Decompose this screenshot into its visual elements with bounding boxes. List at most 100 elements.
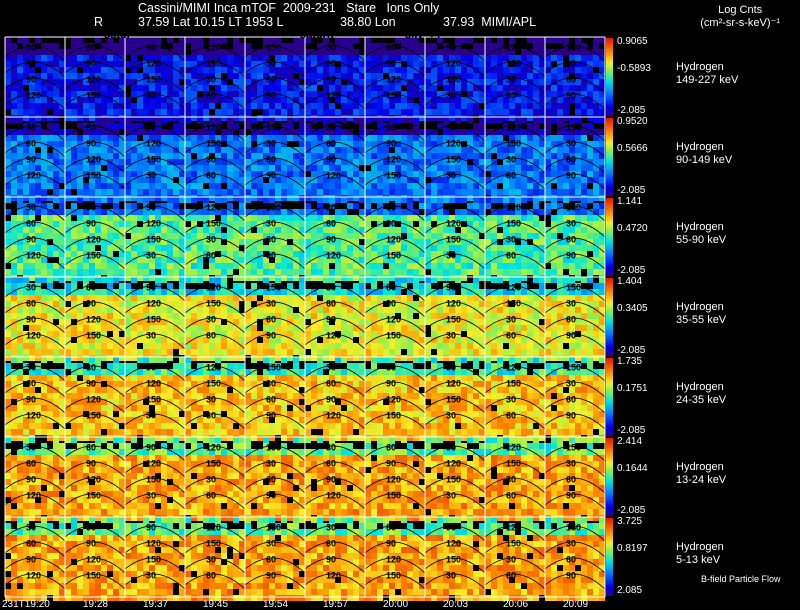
heatmap-cell (41, 215, 47, 221)
heatmap-cell (5, 117, 11, 123)
heatmap-cell (545, 123, 551, 129)
heatmap-cell (545, 159, 551, 165)
heatmap-cell (413, 301, 419, 307)
heatmap-cell (245, 349, 251, 355)
heatmap-cell (41, 189, 47, 195)
heatmap-cell (65, 141, 71, 147)
contour-label: 60 (566, 75, 576, 85)
heatmap-cell (239, 349, 245, 355)
heatmap-cell (323, 103, 329, 109)
heatmap-cell (329, 109, 335, 115)
heatmap-cell (227, 135, 233, 141)
heatmap-cell (161, 49, 167, 55)
heatmap-cell (101, 233, 107, 239)
heatmap-cell (353, 295, 359, 301)
heatmap-cell (65, 49, 71, 55)
heatmap-cell (389, 189, 395, 195)
heatmap-cell (71, 183, 77, 189)
heatmap-cell (317, 109, 323, 115)
heatmap-cell (587, 67, 593, 73)
heatmap-cell (311, 171, 317, 177)
heatmap-cell (281, 233, 287, 239)
heatmap-cell (545, 153, 551, 159)
heatmap-cell (341, 103, 347, 109)
heatmap-cell (5, 355, 11, 361)
heatmap-cell (467, 55, 473, 61)
heatmap-cell (407, 203, 413, 209)
heatmap-cell (59, 209, 65, 215)
heatmap-cell (305, 189, 311, 195)
heatmap-cell (431, 233, 437, 239)
heatmap-cell (353, 103, 359, 109)
heatmap-cell (173, 275, 179, 281)
heatmap-cell (107, 325, 113, 331)
heatmap-cell (527, 103, 533, 109)
heatmap-cell (239, 109, 245, 115)
heatmap-cell (437, 313, 443, 319)
heatmap-cell (359, 109, 365, 115)
heatmap-cell (89, 183, 95, 189)
heatmap-cell (305, 177, 311, 183)
heatmap-cell (125, 337, 131, 343)
heatmap-cell (101, 307, 107, 313)
heatmap-cell (539, 177, 545, 183)
heatmap-cell (227, 91, 233, 97)
heatmap-cell (467, 37, 473, 43)
heatmap-cell (287, 189, 293, 195)
heatmap-cell (239, 227, 245, 233)
heatmap-cell (551, 109, 557, 115)
heatmap-cell (41, 257, 47, 263)
heatmap-cell (305, 129, 311, 135)
heatmap-cell (95, 189, 101, 195)
heatmap-cell (557, 227, 563, 233)
heatmap-cell (95, 343, 101, 349)
heatmap-cell (359, 337, 365, 343)
heatmap-cell (287, 269, 293, 275)
heatmap-cell (401, 67, 407, 73)
heatmap-cell (11, 263, 17, 269)
heatmap-cell (287, 313, 293, 319)
heatmap-cell (431, 85, 437, 91)
heatmap-cell (257, 67, 263, 73)
heatmap-cell (269, 263, 275, 269)
heatmap-cell (167, 349, 173, 355)
heatmap-cell (77, 263, 83, 269)
heatmap-cell (413, 269, 419, 275)
heatmap-cell (71, 153, 77, 159)
heatmap-cell (305, 203, 311, 209)
heatmap-cell (563, 103, 569, 109)
contour-label: 90 (386, 139, 396, 149)
heatmap-cell (545, 73, 551, 79)
heatmap-cell (539, 97, 545, 103)
heatmap-cell (341, 85, 347, 91)
heatmap-cell (419, 177, 425, 183)
heatmap-cell (407, 165, 413, 171)
heatmap-cell (233, 221, 239, 227)
heatmap-cell (539, 117, 545, 123)
heatmap-cell (377, 183, 383, 189)
heatmap-cell (197, 277, 203, 283)
heatmap-cell (221, 55, 227, 61)
heatmap-cell (485, 275, 491, 281)
heatmap-cell (347, 325, 353, 331)
heatmap-cell (125, 283, 131, 289)
heatmap-cell (527, 55, 533, 61)
heatmap-cell (101, 197, 107, 203)
heatmap-cell (281, 313, 287, 319)
heatmap-cell (467, 189, 473, 195)
contour-label: 60 (326, 59, 336, 69)
heatmap-cell (419, 337, 425, 343)
heatmap-cell (47, 269, 53, 275)
heatmap-cell (221, 325, 227, 331)
heatmap-cell (11, 331, 17, 337)
heatmap-cell (245, 61, 251, 67)
heatmap-cell (257, 129, 263, 135)
heatmap-cell (221, 313, 227, 319)
heatmap-cell (197, 67, 203, 73)
heatmap-cell (401, 103, 407, 109)
heatmap-cell (77, 275, 83, 281)
heatmap-cell (185, 209, 191, 215)
heatmap-cell (281, 349, 287, 355)
heatmap-cell (521, 227, 527, 233)
heatmap-cell (461, 147, 467, 153)
